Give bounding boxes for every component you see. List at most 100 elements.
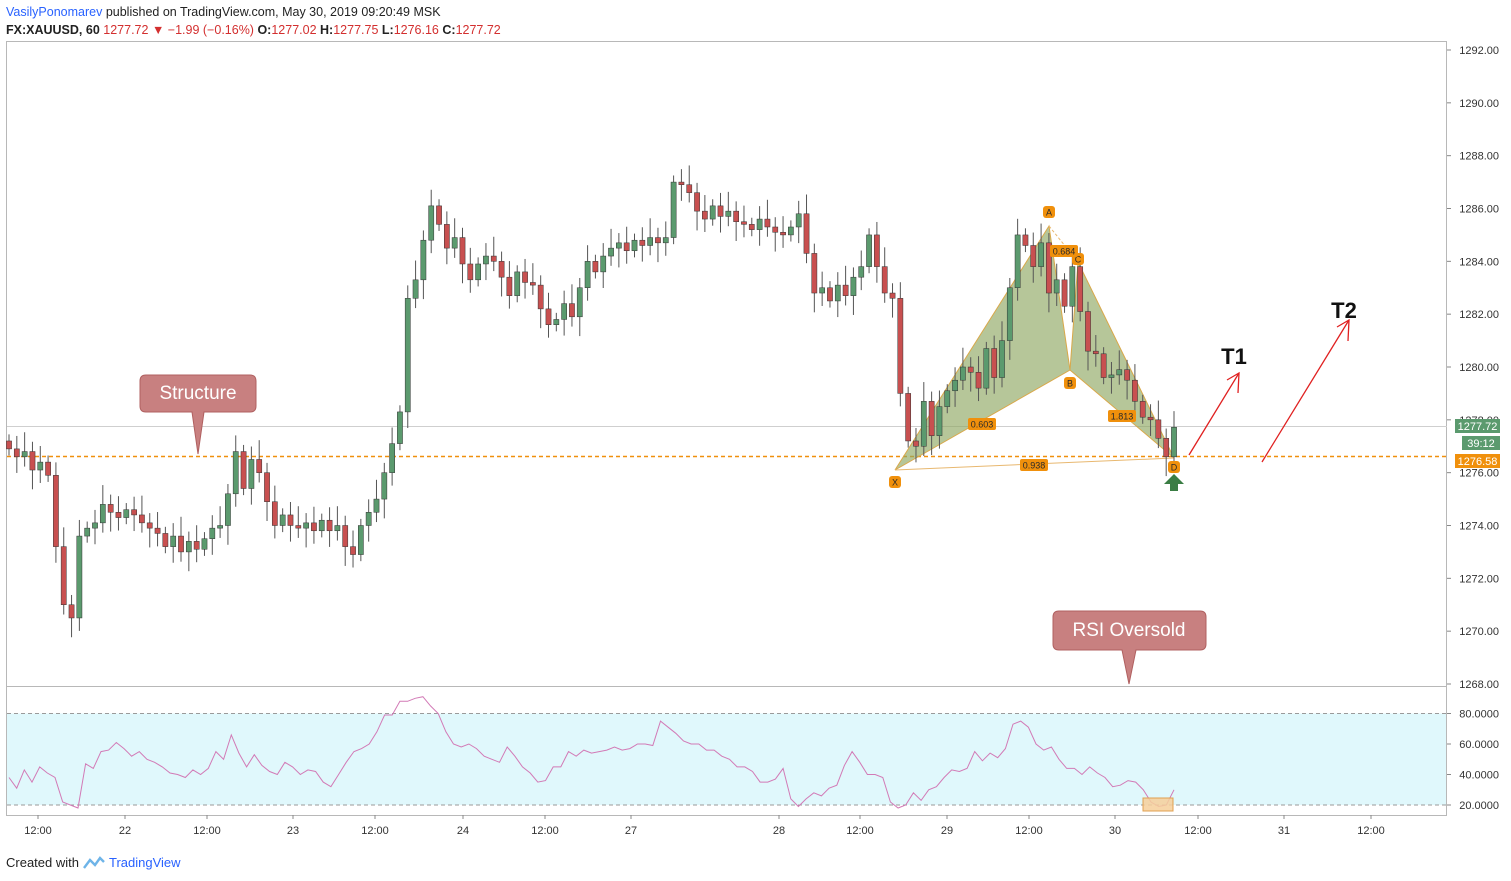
candle[interactable]: [662, 221, 669, 256]
time-axis[interactable]: 12:00 22 12:00 23 12:00 24 12:00 27 28 12:00 29 12:…: [24, 815, 1385, 837]
candle[interactable]: [311, 506, 317, 544]
candle[interactable]: [991, 335, 998, 394]
candle[interactable]: [1014, 218, 1021, 301]
candle[interactable]: [381, 462, 388, 519]
candle[interactable]: [608, 228, 614, 266]
candle[interactable]: [256, 440, 263, 483]
candle[interactable]: [803, 194, 810, 264]
candle[interactable]: [811, 243, 818, 313]
candle[interactable]: [37, 445, 44, 483]
candle[interactable]: [967, 357, 974, 392]
candle[interactable]: [264, 462, 270, 522]
candle[interactable]: [874, 221, 880, 283]
candle[interactable]: [561, 290, 567, 336]
candle[interactable]: [639, 227, 646, 262]
candle[interactable]: [193, 525, 200, 563]
candle[interactable]: [1155, 400, 1162, 449]
candle[interactable]: [76, 519, 83, 631]
candle[interactable]: [107, 494, 114, 532]
candle[interactable]: [404, 285, 411, 429]
candle[interactable]: [162, 526, 169, 554]
candle[interactable]: [780, 216, 786, 248]
candle[interactable]: [154, 512, 161, 547]
candle[interactable]: [920, 382, 927, 457]
candle[interactable]: [647, 218, 653, 256]
candle[interactable]: [318, 513, 325, 538]
candle[interactable]: [1147, 404, 1154, 436]
candle[interactable]: [764, 199, 771, 237]
candle[interactable]: [232, 435, 239, 507]
candle[interactable]: [975, 356, 982, 402]
candle[interactable]: [295, 506, 302, 538]
candle[interactable]: [678, 169, 685, 201]
candle[interactable]: [795, 200, 802, 244]
candle[interactable]: [1006, 277, 1013, 360]
candle[interactable]: [475, 257, 481, 287]
candle[interactable]: [702, 195, 708, 233]
candlestick-series[interactable]: [6, 165, 1177, 638]
candle[interactable]: [29, 441, 36, 490]
candle[interactable]: [576, 277, 583, 337]
candle[interactable]: [1139, 394, 1146, 424]
candle[interactable]: [248, 446, 255, 505]
candle[interactable]: [944, 384, 951, 414]
candle[interactable]: [451, 218, 458, 258]
candle[interactable]: [1132, 364, 1138, 415]
target-arrow-t1[interactable]: [1188, 371, 1240, 456]
candle[interactable]: [842, 265, 849, 306]
target-arrow-t2[interactable]: [1261, 318, 1350, 463]
candle[interactable]: [201, 532, 208, 556]
candle[interactable]: [1085, 301, 1091, 371]
candle[interactable]: [1100, 347, 1107, 385]
candle[interactable]: [146, 513, 153, 548]
candle[interactable]: [185, 531, 192, 572]
candle[interactable]: [225, 484, 231, 545]
candle[interactable]: [45, 455, 51, 482]
candle[interactable]: [733, 201, 739, 241]
candle[interactable]: [506, 261, 513, 309]
candle[interactable]: [819, 271, 826, 306]
candle[interactable]: [115, 496, 122, 531]
candle[interactable]: [6, 434, 12, 456]
candle[interactable]: [1030, 232, 1037, 283]
candle[interactable]: [444, 211, 450, 265]
candle[interactable]: [99, 485, 106, 533]
candle[interactable]: [483, 243, 489, 281]
candle[interactable]: [592, 254, 599, 279]
candle[interactable]: [748, 217, 755, 237]
candle[interactable]: [537, 275, 544, 329]
price-axis[interactable]: 1292.00 1290.00 1288.00 1286.00 1284.00 1282.…: [1447, 45, 1499, 691]
candle[interactable]: [13, 435, 20, 473]
candle[interactable]: [1061, 273, 1068, 313]
candle[interactable]: [357, 518, 364, 562]
candle[interactable]: [960, 347, 966, 390]
candle[interactable]: [342, 515, 349, 566]
candle[interactable]: [694, 182, 700, 231]
candle[interactable]: [420, 230, 427, 300]
candle[interactable]: [983, 341, 990, 395]
candle[interactable]: [53, 462, 59, 563]
candle[interactable]: [553, 312, 560, 332]
candle[interactable]: [905, 386, 912, 448]
candle[interactable]: [569, 284, 575, 327]
candle[interactable]: [584, 245, 591, 301]
candle[interactable]: [725, 191, 732, 227]
candle[interactable]: [1038, 223, 1044, 277]
candle[interactable]: [788, 220, 794, 242]
candle[interactable]: [498, 251, 505, 297]
structure-callout[interactable]: Structure: [139, 374, 257, 455]
candle[interactable]: [1022, 228, 1029, 253]
candle[interactable]: [467, 247, 474, 293]
candle[interactable]: [397, 405, 403, 451]
candle[interactable]: [1124, 359, 1130, 400]
candle[interactable]: [514, 265, 521, 303]
candle[interactable]: [1092, 335, 1099, 367]
candle[interactable]: [326, 507, 333, 547]
candle[interactable]: [1053, 263, 1060, 306]
candle[interactable]: [131, 496, 137, 532]
author-name[interactable]: VasilyPonomarev: [6, 5, 103, 19]
candle[interactable]: [1108, 361, 1115, 394]
candle[interactable]: [913, 428, 919, 463]
candle[interactable]: [21, 432, 28, 467]
